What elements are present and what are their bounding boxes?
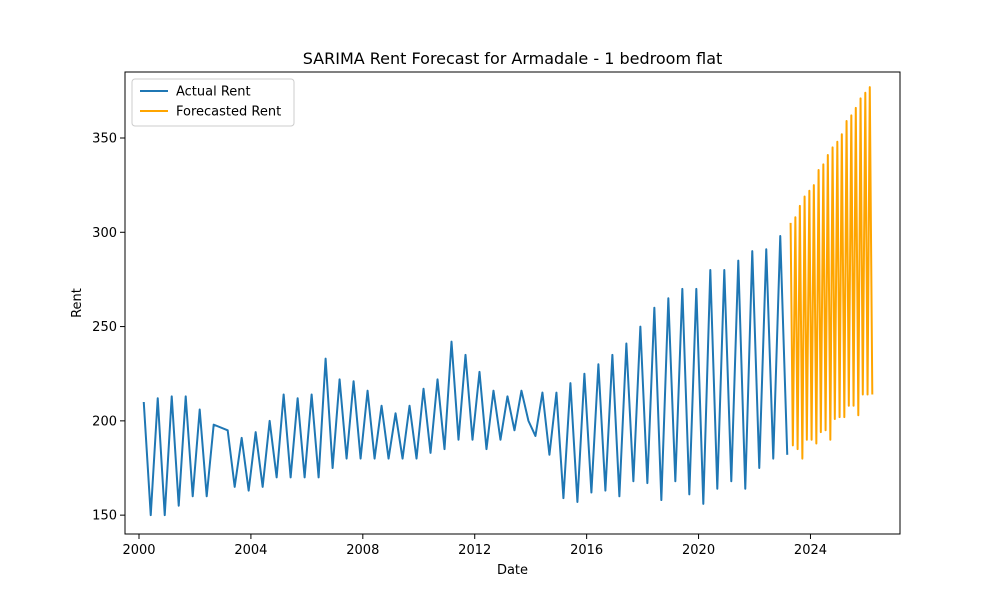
y-axis: 150 200 250 300 350 — [92, 132, 125, 524]
x-tick-label: 2000 — [122, 543, 155, 558]
y-tick-label: 150 — [92, 509, 117, 524]
legend-box — [131, 78, 295, 127]
y-tick-label: 200 — [92, 414, 117, 429]
x-tick-label: 2004 — [234, 543, 267, 558]
y-tick-label: 250 — [92, 320, 117, 335]
plot-area — [142, 86, 874, 517]
chart-title: SARIMA Rent Forecast for Armadale - 1 be… — [303, 49, 723, 68]
x-axis-label: Date — [497, 563, 528, 578]
x-tick-label: 2024 — [794, 543, 827, 558]
y-tick-label: 300 — [92, 226, 117, 241]
x-tick-label: 2020 — [682, 543, 715, 558]
y-axis-label: Rent — [70, 288, 85, 318]
series-line-1 — [789, 86, 874, 460]
plot-frame — [124, 71, 901, 535]
y-tick-label: 350 — [92, 132, 117, 147]
legend-label-0: Actual Rent — [176, 85, 251, 100]
legend-label-1: Forecasted Rent — [176, 105, 281, 120]
x-tick-label: 2012 — [458, 543, 491, 558]
x-tick-label: 2016 — [570, 543, 603, 558]
legend: Actual Rent Forecasted Rent — [131, 78, 295, 127]
series-line-0 — [142, 235, 789, 517]
x-tick-label: 2008 — [346, 543, 379, 558]
x-axis: 2000 2004 2008 2012 2016 2020 2024 — [122, 534, 827, 558]
